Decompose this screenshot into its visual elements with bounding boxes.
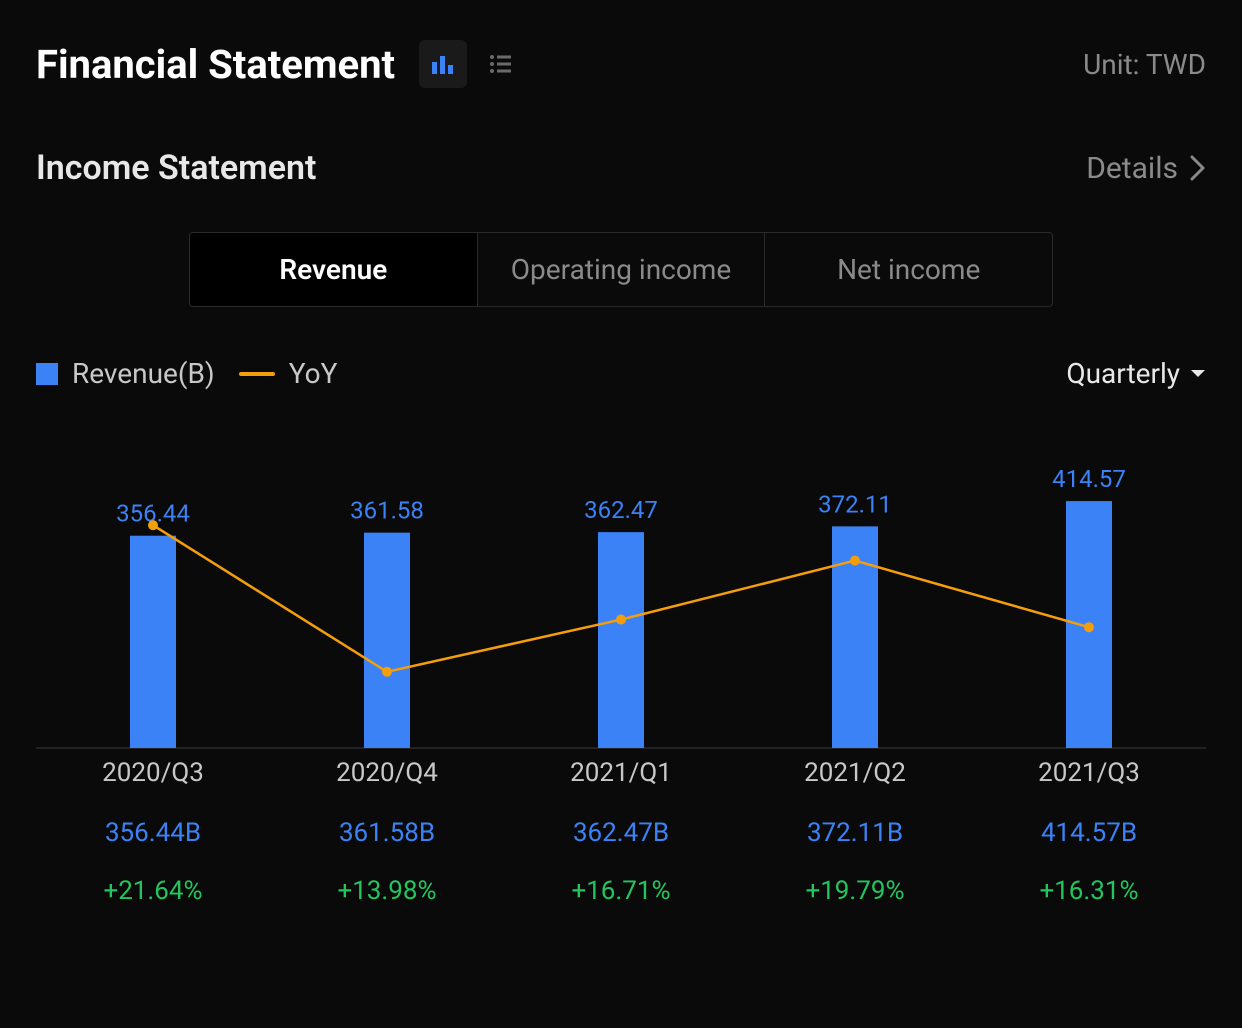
yoy-marker bbox=[850, 556, 860, 566]
details-link[interactable]: Details bbox=[1086, 151, 1206, 186]
section-header: Income Statement Details bbox=[36, 148, 1206, 188]
yoy-marker bbox=[1084, 622, 1094, 632]
yoy-marker bbox=[616, 615, 626, 625]
chart-canvas: 356.44361.58362.47372.11414.57 bbox=[36, 420, 1206, 750]
bar-chart-icon bbox=[429, 50, 457, 78]
value-label: 372.11B bbox=[738, 818, 972, 848]
metric-tabs: Revenue Operating income Net income bbox=[189, 232, 1053, 307]
value-label: 414.57B bbox=[972, 818, 1206, 848]
list-view-button[interactable] bbox=[477, 40, 525, 88]
period-label: 2021/Q2 bbox=[738, 758, 972, 788]
value-label: 362.47B bbox=[504, 818, 738, 848]
data-column: 2020/Q4 361.58B +13.98% bbox=[270, 758, 504, 906]
bar bbox=[130, 536, 176, 748]
legend-row: Revenue(B) YoY Quarterly bbox=[36, 357, 1206, 390]
header-left: Financial Statement bbox=[36, 40, 525, 88]
period-label: 2021/Q3 bbox=[972, 758, 1206, 788]
bar bbox=[364, 533, 410, 748]
details-label: Details bbox=[1086, 151, 1178, 186]
yoy-label: +13.98% bbox=[270, 876, 504, 906]
period-selector[interactable]: Quarterly bbox=[1066, 357, 1206, 390]
legend-bar-label: Revenue(B) bbox=[72, 357, 215, 390]
view-toggle-group bbox=[419, 40, 525, 88]
data-column: 2021/Q1 362.47B +16.71% bbox=[504, 758, 738, 906]
bar-label: 361.58 bbox=[350, 497, 424, 525]
bar bbox=[598, 532, 644, 748]
bar-label: 372.11 bbox=[818, 490, 892, 518]
period-label: 2021/Q1 bbox=[504, 758, 738, 788]
period-selector-label: Quarterly bbox=[1066, 357, 1180, 390]
unit-label: Unit: TWD bbox=[1083, 48, 1206, 81]
yoy-label: +16.31% bbox=[972, 876, 1206, 906]
chart-data-table: 2020/Q3 356.44B +21.64% 2020/Q4 361.58B +13.9… bbox=[36, 758, 1206, 906]
yoy-label: +21.64% bbox=[36, 876, 270, 906]
caret-down-icon bbox=[1190, 369, 1206, 379]
tab-operating-income[interactable]: Operating income bbox=[478, 233, 766, 306]
chevron-right-icon bbox=[1190, 155, 1206, 181]
legend-line-label: YoY bbox=[289, 357, 338, 390]
legend-bar-swatch bbox=[36, 363, 58, 385]
period-label: 2020/Q3 bbox=[36, 758, 270, 788]
tab-net-income[interactable]: Net income bbox=[765, 233, 1052, 306]
period-label: 2020/Q4 bbox=[270, 758, 504, 788]
revenue-chart: 356.44361.58362.47372.11414.57 bbox=[36, 420, 1206, 750]
page-title: Financial Statement bbox=[36, 41, 395, 88]
list-icon bbox=[487, 50, 515, 78]
tab-revenue[interactable]: Revenue bbox=[190, 233, 478, 306]
yoy-label: +16.71% bbox=[504, 876, 738, 906]
legend-line-swatch bbox=[239, 372, 275, 376]
value-label: 361.58B bbox=[270, 818, 504, 848]
section-title: Income Statement bbox=[36, 148, 316, 188]
data-column: 2021/Q3 414.57B +16.31% bbox=[972, 758, 1206, 906]
data-column: 2020/Q3 356.44B +21.64% bbox=[36, 758, 270, 906]
data-column: 2021/Q2 372.11B +19.79% bbox=[738, 758, 972, 906]
yoy-marker bbox=[148, 520, 158, 530]
bar-label: 414.57 bbox=[1052, 465, 1126, 493]
bar-label: 362.47 bbox=[584, 496, 658, 524]
yoy-label: +19.79% bbox=[738, 876, 972, 906]
header: Financial Statement Un bbox=[36, 40, 1206, 88]
chart-view-button[interactable] bbox=[419, 40, 467, 88]
legend: Revenue(B) YoY bbox=[36, 357, 337, 390]
yoy-marker bbox=[382, 667, 392, 677]
value-label: 356.44B bbox=[36, 818, 270, 848]
